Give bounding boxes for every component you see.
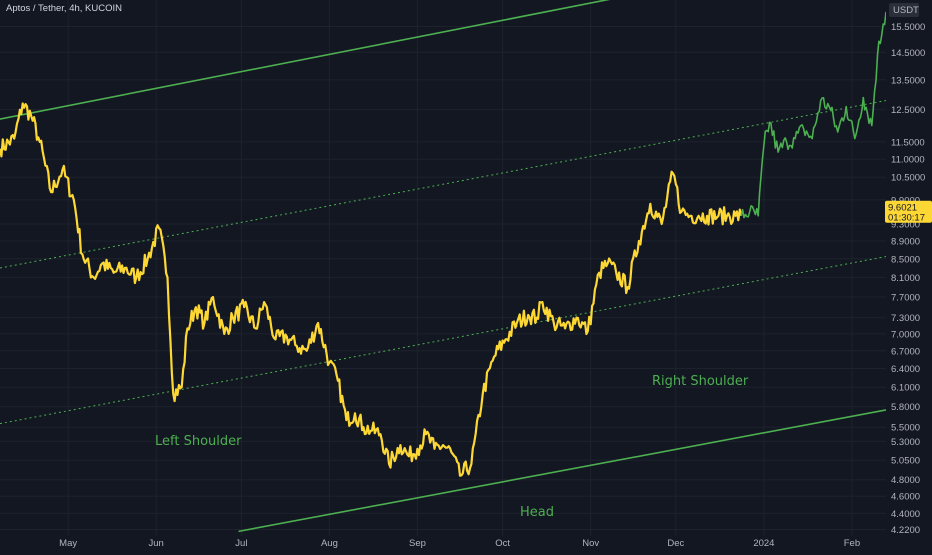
channel-lines <box>0 0 887 533</box>
time-tick-label: Nov <box>582 538 599 549</box>
time-tick-label: Jul <box>235 538 247 549</box>
current-price-tag: 9.6021 01:30:17 <box>885 200 932 224</box>
time-tick-label: Jun <box>149 538 164 549</box>
price-tick-label: 8.5000 <box>891 254 920 265</box>
price-tick-label: 5.5000 <box>891 423 920 434</box>
price-tick-label: 14.5000 <box>891 48 925 59</box>
price-axis-background <box>886 0 932 550</box>
time-tick-label: Oct <box>495 538 510 549</box>
price-tick-label: 4.4000 <box>891 509 920 520</box>
channel-mid-upper-line[interactable] <box>0 100 887 269</box>
left-shoulder-label: Left Shoulder <box>155 434 242 449</box>
price-tick-label: 6.1000 <box>891 383 920 394</box>
time-axis[interactable]: May Jun Jul Aug Sep Oct Nov Dec 2024 Feb <box>0 536 886 550</box>
time-tick-label: Dec <box>667 538 684 549</box>
currency-label: USDT <box>893 5 919 16</box>
channel-upper-line[interactable] <box>0 0 687 120</box>
price-tick-label: 5.8000 <box>891 402 920 413</box>
time-axis-background <box>0 536 886 550</box>
price-countdown: 01:30:17 <box>888 213 925 224</box>
time-tick-label: May <box>59 538 77 549</box>
currency-badge[interactable] <box>889 3 919 17</box>
price-tick-label: 11.0000 <box>891 155 925 166</box>
price-tick-label: 8.1000 <box>891 273 920 284</box>
current-price-tag-bg <box>885 200 932 223</box>
current-price-value: 9.6021 <box>888 203 917 214</box>
price-axis[interactable]: 15.5000 14.5000 13.5000 12.5000 11.5000 11.00… <box>886 0 932 550</box>
price-tick-label: 7.7000 <box>891 293 920 304</box>
price-tick-label: 15.5000 <box>891 22 925 33</box>
price-tick-label: 4.2200 <box>891 525 920 536</box>
time-tick-label: Aug <box>321 538 338 549</box>
price-tick-label: 8.9000 <box>891 237 920 248</box>
price-tick-label: 7.3000 <box>891 313 920 324</box>
price-tick-label: 6.4000 <box>891 364 920 375</box>
price-tick-label: 12.5000 <box>891 105 925 116</box>
price-series-recent[interactable] <box>740 11 887 219</box>
time-tick-label: Sep <box>409 538 426 549</box>
head-label: Head <box>520 505 554 520</box>
right-shoulder-label: Right Shoulder <box>652 374 749 389</box>
channel-lower-line[interactable] <box>238 409 887 533</box>
price-tick-label: 10.5000 <box>891 173 925 184</box>
price-tick-label: 9.3000 <box>891 220 920 231</box>
grid <box>0 0 886 536</box>
time-tick-label: Feb <box>844 538 860 549</box>
time-tick-label: 2024 <box>753 538 774 549</box>
price-tick-label: 4.8000 <box>891 475 920 486</box>
price-tick-label: 6.7000 <box>891 346 920 357</box>
price-tick-label: 7.0000 <box>891 329 920 340</box>
channel-mid-lower-line[interactable] <box>0 256 887 425</box>
price-tick-label: 5.0500 <box>891 456 920 467</box>
price-series <box>0 11 887 477</box>
price-tick-label: 13.5000 <box>891 75 925 86</box>
price-tick-label: 5.3000 <box>891 437 920 448</box>
price-tick-label: 11.5000 <box>891 137 925 148</box>
price-series-history[interactable] <box>0 102 743 477</box>
price-tick-label: 4.6000 <box>891 492 920 503</box>
chart-title: Aptos / Tether, 4h, KUCOIN <box>6 3 122 14</box>
